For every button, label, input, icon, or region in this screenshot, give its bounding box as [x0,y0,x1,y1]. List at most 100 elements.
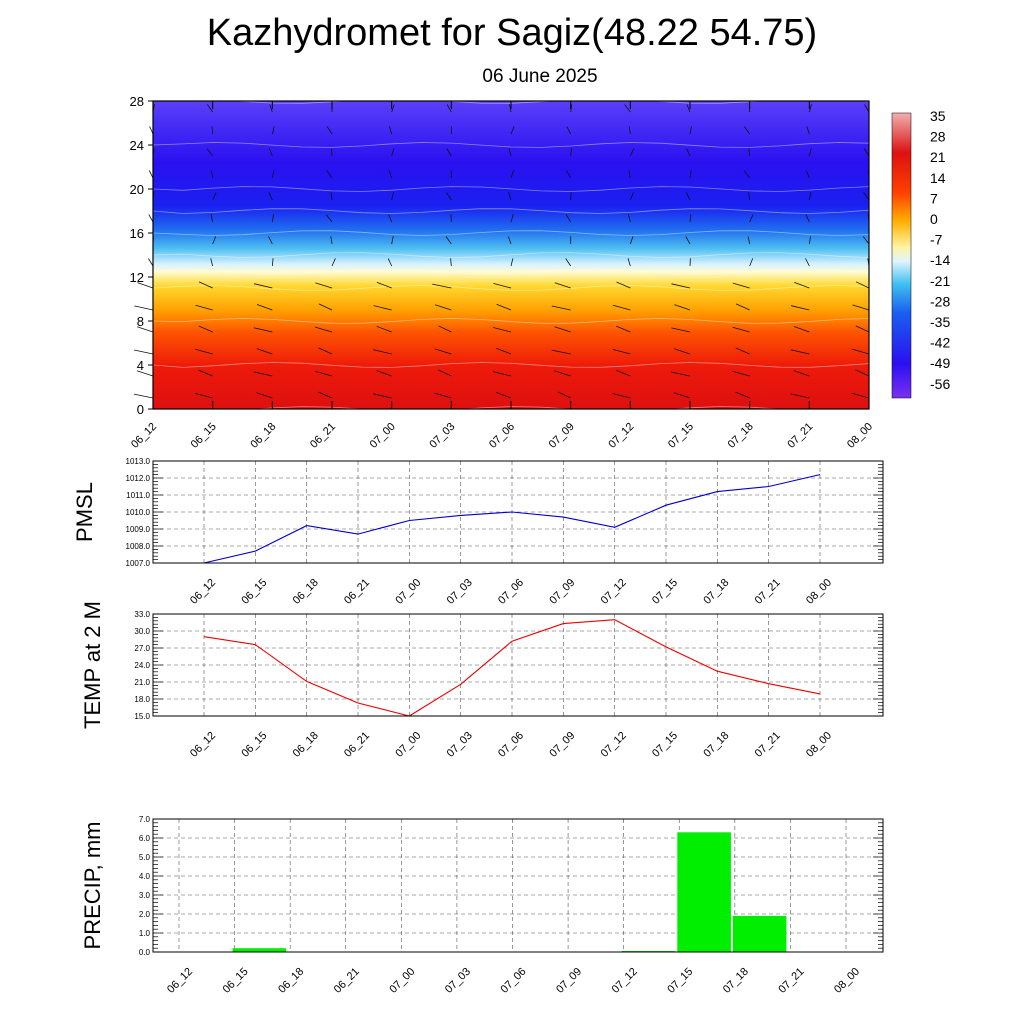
wind-barb [805,170,810,179]
wind-barb [271,258,274,267]
wind-barb [748,148,751,157]
wind-barb [566,126,572,135]
wind-barb [855,325,870,333]
x-tick-label: 06_12 [188,730,218,760]
wind-barb [318,303,333,311]
wind-barb [148,258,154,267]
wind-barb [570,104,573,113]
wind-barb [493,283,512,289]
wind-barb [134,305,154,311]
wind-barb [388,170,393,179]
y-tick-label: 1.0 [139,929,151,938]
wind-barb [212,236,217,245]
wind-barb [434,304,452,311]
wind-barb [391,236,394,245]
wind-barb [194,393,213,399]
isotherm-contour [152,362,870,368]
wind-barb [808,148,812,157]
precip-panel: 0.0 1.0 2.0 3.0 4.0 5.0 6.0 7.0 06_12 06_15 06_18 0… [80,815,884,996]
wind-barb [212,192,217,201]
colorbar-tick-label: 28 [930,129,946,145]
wind-barb [565,258,572,267]
x-tick-label: 08_00 [845,421,875,451]
wind-barb [388,214,393,223]
wind-barb [743,126,750,135]
wind-barb [566,170,572,179]
wind-barb [326,170,333,179]
x-tick-label: 07_03 [445,577,475,607]
wind-barb [376,281,392,289]
wind-barb [629,148,635,157]
wind-barb [628,214,631,223]
wind-barb [314,326,333,333]
wind-barb [732,326,750,333]
y-tick-label: 24.0 [134,661,150,670]
wind-barb [510,214,514,223]
y-tick-label: 1012.0 [126,474,151,483]
wind-barb [671,283,691,289]
wind-barb [570,148,572,157]
x-tick-label: 06_15 [239,730,269,760]
wind-barb [492,371,512,377]
x-tick-label: 08_00 [804,730,834,760]
wind-barb [863,192,870,201]
y-tick-label: 21.0 [134,678,150,687]
x-tick-label: 07_15 [666,421,696,451]
y-tick-label: 12 [130,270,144,285]
x-tick-label: 07_03 [443,966,473,996]
wind-barb [510,258,514,267]
wind-barb [674,348,691,355]
wind-barb [808,236,811,245]
wind-barb [268,236,273,245]
wind-barb [391,104,395,113]
wind-barb [793,370,810,377]
isotherm-contour [152,142,870,148]
wind-barb [747,236,751,245]
wind-barb [794,282,810,289]
wind-barb [508,148,512,157]
x-tick-label: 06_21 [342,730,372,760]
y-tick-label: 8 [137,314,144,329]
wind-barb [495,392,512,399]
wind-barb [790,393,810,399]
wind-barb [855,369,870,377]
wind-barb [389,126,393,135]
x-tick-label: 07_18 [701,577,731,607]
isotherm-contour [152,186,870,192]
wind-barb [315,282,333,289]
wind-barb [318,391,333,399]
wind-barb [391,148,395,157]
y-tick-label: 24 [130,138,144,153]
wind-barb [373,349,392,355]
wind-barb [325,214,333,223]
colorbar-tick-label: -21 [930,273,950,289]
y-tick-label: 16 [130,226,144,241]
wind-barb [450,258,452,267]
wind-barb [748,192,751,201]
y-tick-label: 33.0 [134,610,150,619]
wind-barb [851,392,870,399]
wind-barb [446,104,452,113]
colorbar-tick-label: -42 [930,335,950,351]
x-tick-label: 07_21 [776,966,806,996]
wind-barb [136,370,154,377]
wind-barb [805,258,810,267]
wind-barb [391,192,394,201]
y-tick-label: 6.0 [139,834,151,843]
wind-barb [806,126,810,135]
y-tick-label: 15.0 [134,712,150,721]
wind-barb [629,192,634,201]
wind-barb [689,126,692,135]
wind-barb [508,192,512,201]
wind-barb [268,192,273,201]
x-tick-label: 06_18 [291,577,321,607]
wind-barb [554,282,571,289]
wind-barb [211,126,214,135]
wind-barb [137,326,154,333]
wind-barb [210,214,214,223]
panel-frame [152,460,884,564]
wind-barb [137,282,154,289]
wind-barb [432,283,452,289]
colorbar-tick-label: -35 [930,314,950,330]
x-tick-label: 06_15 [189,421,219,451]
